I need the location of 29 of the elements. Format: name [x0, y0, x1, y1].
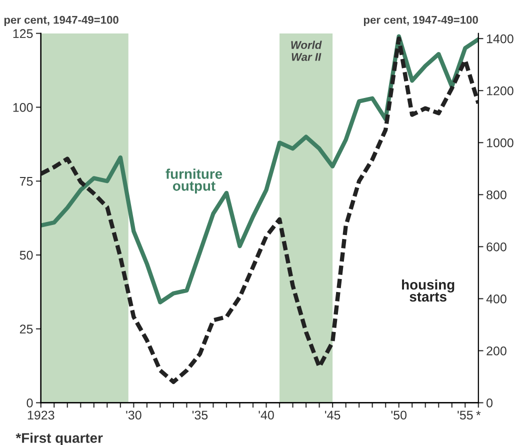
x-tick-label: * — [476, 410, 481, 416]
y2-tick-label: 1400 — [487, 34, 514, 44]
x-tick-label: '55 — [458, 410, 473, 420]
y-tick-label: 75 — [20, 177, 33, 186]
x-tick-label: '40 — [258, 410, 274, 420]
y-tick-label: 100 — [13, 103, 33, 112]
y2-tick-label: 400 — [486, 294, 506, 304]
line-series — [40, 34, 478, 304]
y2-tick-label: 800 — [486, 190, 506, 200]
y2-tick-label: 600 — [486, 242, 506, 252]
x-tick-label: '45 — [325, 410, 340, 420]
series-label: furniture output — [166, 168, 222, 194]
y2-axis-title: per cent, 1947-49=100 — [364, 16, 478, 26]
x-tick-label: 1923 — [28, 410, 54, 420]
y2-tick-label: 200 — [486, 346, 506, 356]
y2-tick-label: 0 — [486, 398, 493, 408]
y2-tick-label: 1200 — [487, 86, 514, 96]
line-series — [40, 36, 478, 384]
y-tick-label: 0 — [26, 398, 33, 408]
x-tick-label: '30 — [126, 410, 142, 420]
text: housing starts — [402, 279, 454, 302]
x-tick-label: '50 — [391, 410, 407, 420]
y-tick-label: 25 — [20, 324, 33, 334]
y-tick-label: 50 — [20, 250, 33, 260]
band-label: World War II — [291, 40, 322, 61]
y2-tick-label: 1000 — [487, 138, 514, 148]
x-tick-label: '35 — [192, 410, 208, 420]
y-tick-label: 125 — [13, 29, 33, 38]
y-axis-title: per cent, 1947-49=100 — [4, 16, 118, 26]
